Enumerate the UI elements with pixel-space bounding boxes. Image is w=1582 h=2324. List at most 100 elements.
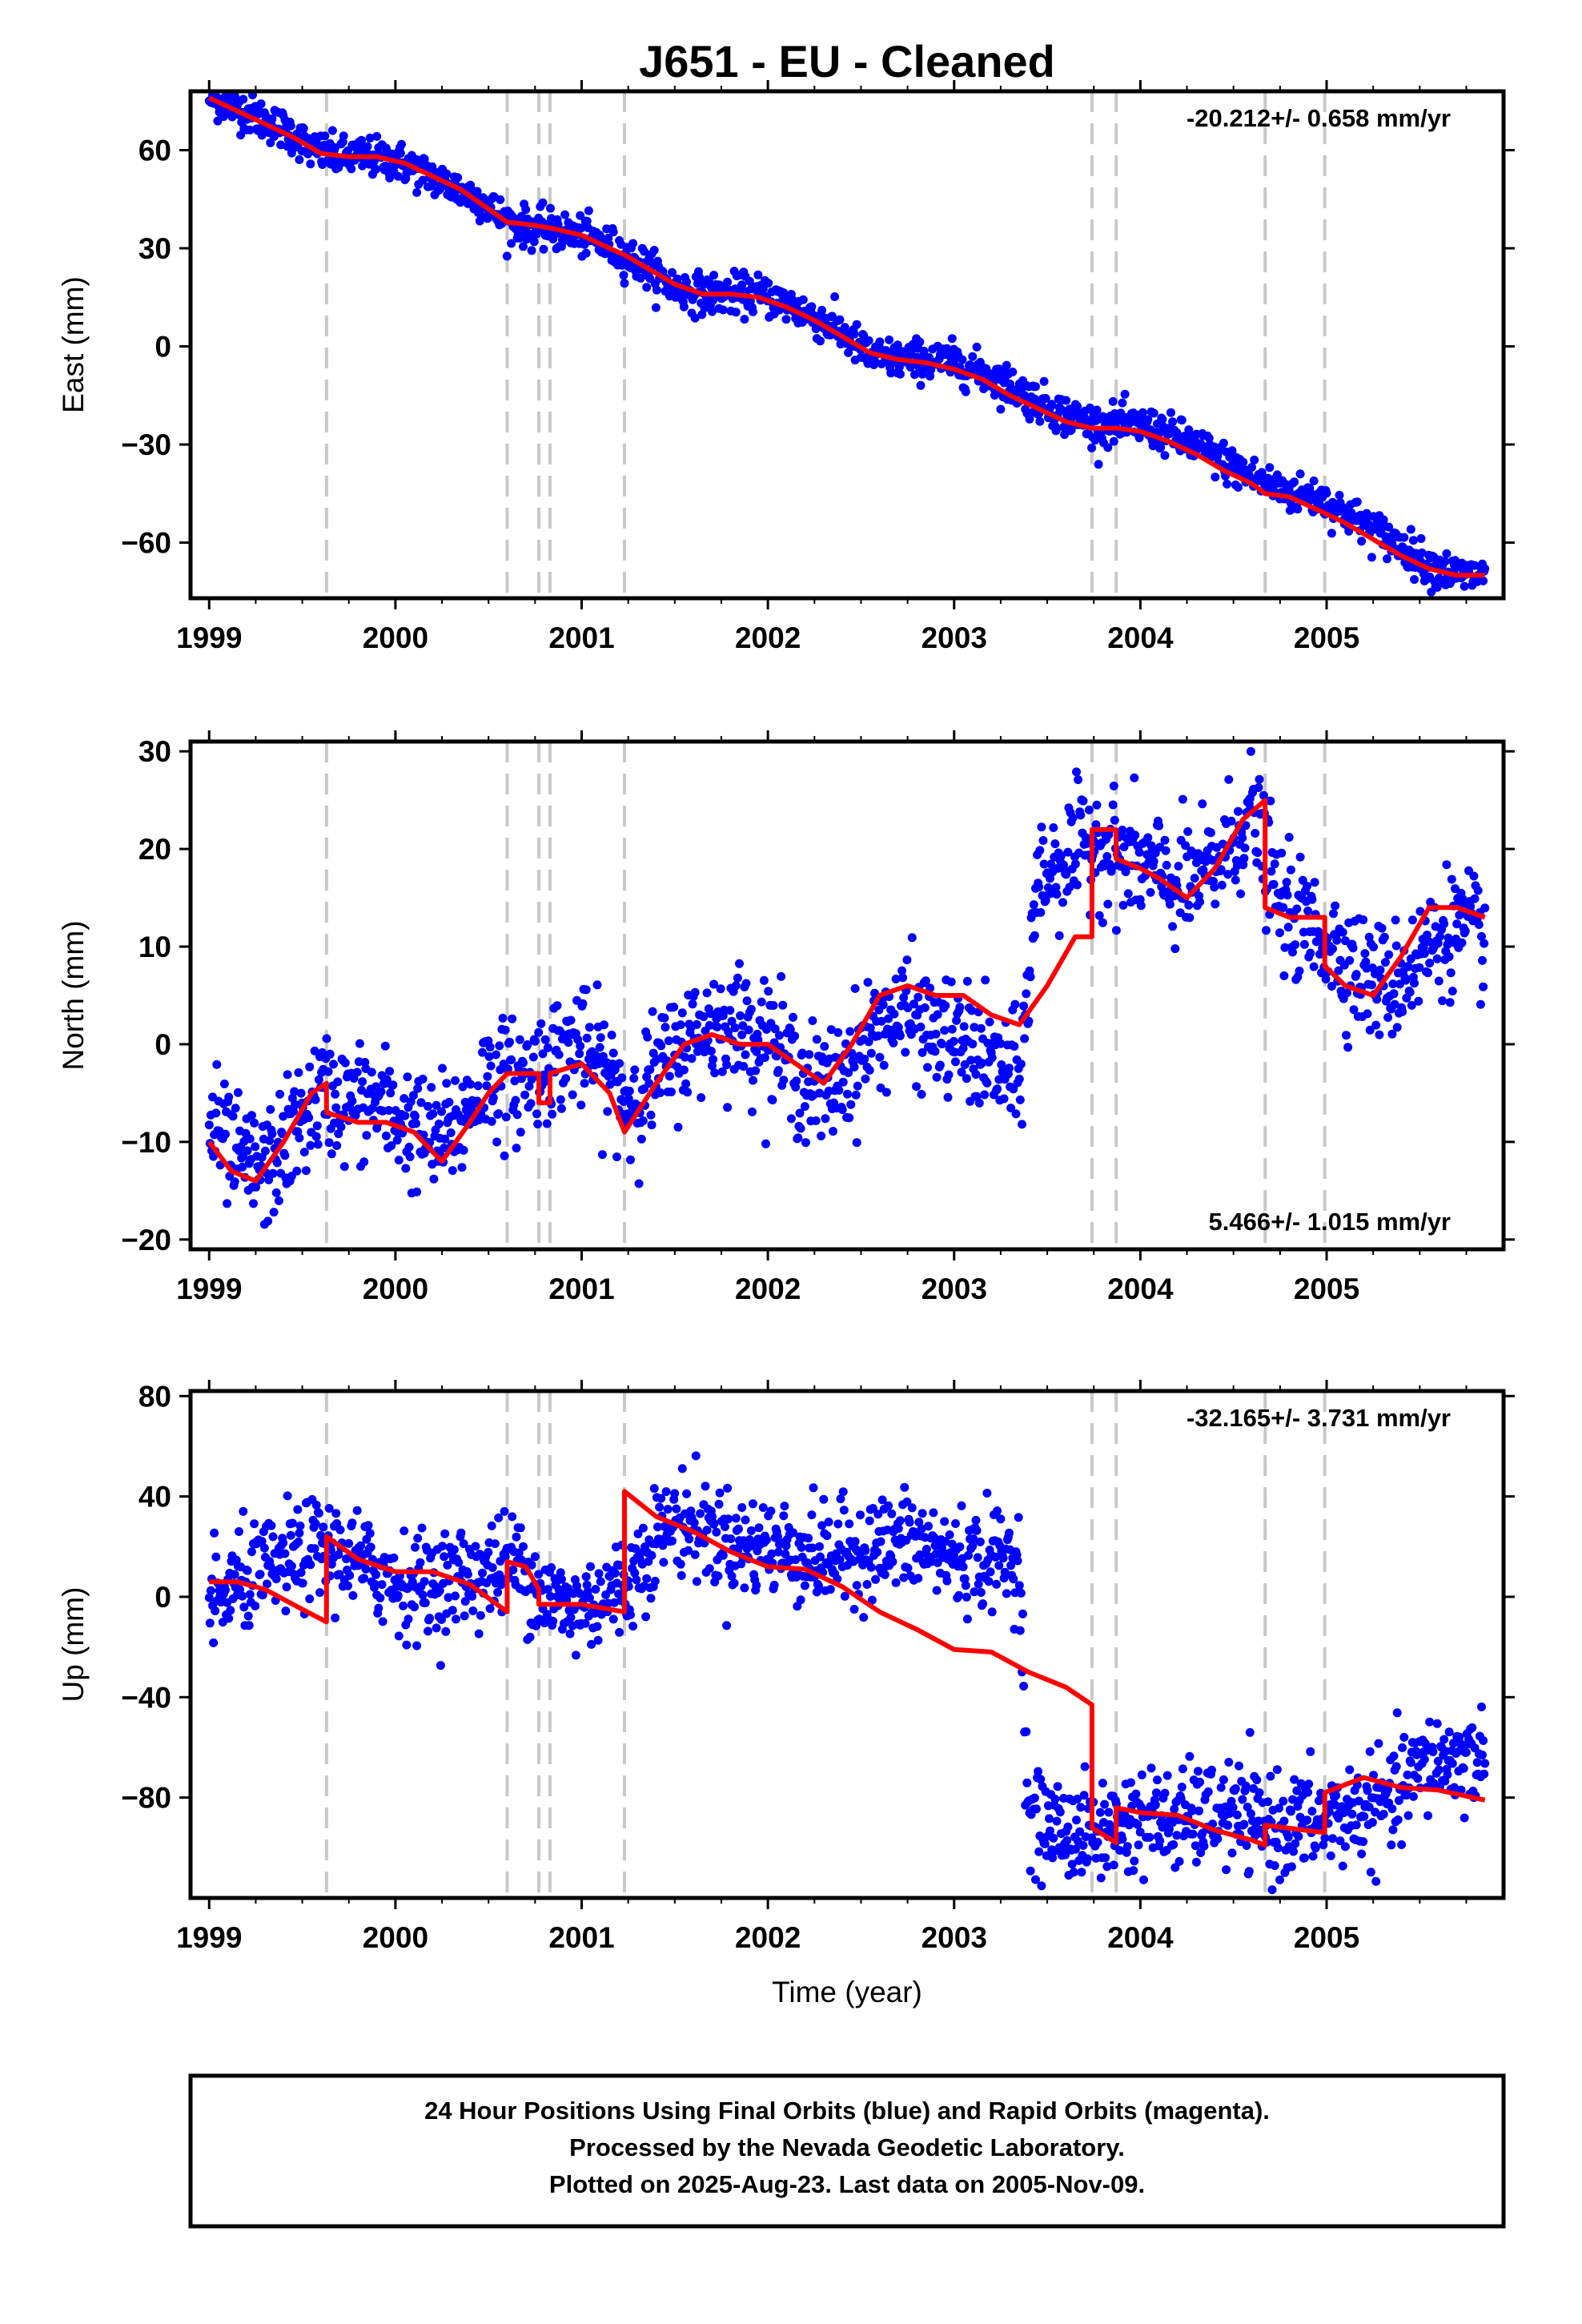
data-point	[1242, 1841, 1251, 1850]
data-point	[1078, 796, 1088, 806]
data-point	[1178, 1764, 1187, 1774]
data-point	[268, 1532, 278, 1542]
data-point	[864, 1037, 873, 1047]
data-point	[817, 305, 827, 315]
data-point	[1094, 911, 1104, 920]
data-point	[1024, 1016, 1034, 1026]
data-point	[296, 1088, 306, 1098]
data-point	[974, 1098, 984, 1108]
data-point	[556, 1095, 565, 1104]
data-point	[413, 1084, 423, 1093]
data-point	[347, 164, 356, 174]
data-point	[205, 1618, 215, 1628]
data-point	[718, 1550, 728, 1560]
footer-line-2: Processed by the Nevada Geodetic Laborat…	[569, 2133, 1125, 2161]
data-point	[219, 112, 228, 122]
data-point	[210, 1528, 219, 1538]
data-point	[280, 1151, 290, 1160]
data-point	[591, 1585, 600, 1594]
data-point	[255, 1570, 265, 1579]
data-point	[811, 324, 821, 333]
data-point	[849, 329, 859, 339]
data-point	[876, 1537, 885, 1546]
data-point	[1122, 1842, 1132, 1852]
data-point	[1399, 1732, 1409, 1742]
data-point	[761, 1139, 770, 1148]
data-point	[460, 1597, 470, 1606]
data-point	[1073, 880, 1082, 890]
data-point	[576, 211, 585, 220]
data-point	[1295, 967, 1304, 975]
data-point	[1022, 1778, 1032, 1787]
data-point	[656, 1041, 666, 1051]
data-point	[868, 1504, 877, 1513]
data-point	[547, 1563, 556, 1572]
data-point	[1046, 1826, 1054, 1835]
data-point	[521, 205, 531, 215]
data-point	[311, 1519, 320, 1529]
data-point	[800, 1102, 809, 1112]
data-point	[1307, 895, 1317, 904]
data-point	[1279, 1816, 1289, 1826]
data-point	[661, 1487, 671, 1497]
data-point	[1062, 870, 1071, 879]
data-point	[396, 148, 405, 158]
data-point	[1328, 944, 1337, 954]
data-point	[371, 164, 381, 174]
data-point	[1290, 477, 1299, 487]
data-point	[304, 1113, 314, 1123]
data-point	[388, 1080, 398, 1090]
data-point	[709, 271, 719, 280]
data-point	[770, 1024, 780, 1034]
data-point	[689, 1518, 699, 1527]
data-point	[737, 280, 747, 290]
data-point	[968, 1039, 978, 1049]
data-point	[1146, 1763, 1156, 1773]
y-tick-label: −60	[121, 527, 171, 560]
data-point	[1303, 907, 1313, 915]
data-point	[1133, 1819, 1142, 1829]
data-point	[263, 1216, 273, 1226]
data-point	[502, 251, 512, 261]
data-point	[437, 1107, 446, 1116]
data-point	[1213, 1834, 1223, 1844]
data-point	[1432, 954, 1442, 963]
data-point	[862, 1580, 872, 1589]
data-point	[295, 155, 304, 164]
data-point	[940, 1026, 950, 1035]
data-point	[1380, 958, 1390, 967]
data-point	[757, 997, 766, 1007]
data-point	[1227, 446, 1237, 456]
data-point	[1130, 830, 1140, 840]
data-point	[856, 1510, 865, 1520]
data-point	[970, 1587, 979, 1597]
data-point	[245, 125, 255, 135]
data-point	[566, 1015, 576, 1025]
x-tick-label: 2004	[1107, 1273, 1174, 1305]
data-point	[1118, 398, 1127, 408]
data-point	[1002, 1589, 1011, 1598]
data-point	[344, 1538, 354, 1548]
data-point	[833, 1519, 843, 1529]
data-point	[377, 1580, 387, 1590]
data-point	[870, 356, 879, 366]
data-point	[895, 369, 905, 379]
data-point	[1402, 1791, 1411, 1800]
data-point	[356, 1541, 365, 1550]
data-point	[1351, 1820, 1361, 1830]
data-point	[269, 1208, 279, 1217]
data-point	[1156, 443, 1166, 452]
data-point	[248, 91, 257, 100]
data-point	[1041, 394, 1050, 403]
data-point	[781, 315, 791, 324]
data-point	[1050, 1795, 1060, 1804]
data-point	[920, 1003, 930, 1012]
data-point	[762, 1535, 771, 1545]
data-point	[893, 340, 902, 350]
data-point	[449, 1545, 459, 1554]
data-point	[448, 1606, 457, 1615]
data-point	[760, 1053, 769, 1063]
data-point	[459, 1145, 468, 1155]
data-point	[1428, 1747, 1438, 1756]
data-point	[442, 169, 452, 179]
